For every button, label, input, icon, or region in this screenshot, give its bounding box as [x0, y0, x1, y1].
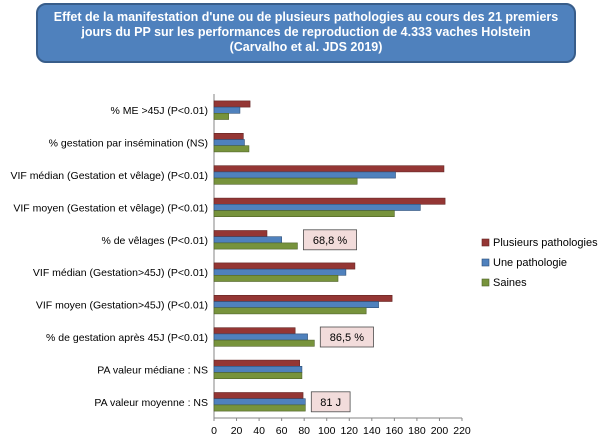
bar-9-0	[213, 392, 304, 399]
bar-7-0	[213, 327, 296, 335]
bar-4-0	[213, 230, 268, 237]
legend: Plusieurs pathologies Une pathologie Saine…	[481, 237, 598, 289]
category-label: PA valeur moyenne : NS	[94, 397, 208, 409]
bar-0-1	[213, 106, 241, 114]
category-label: VIF médian (Gestation et vêlage) (P<0.01…	[10, 170, 208, 182]
annotation-text: 81 J	[320, 397, 341, 409]
bar-0-0	[213, 100, 251, 108]
x-tick-label: 220	[453, 425, 471, 437]
bar-8-0	[213, 359, 300, 367]
bar-4-1	[213, 236, 282, 244]
legend-label: Saines	[493, 277, 527, 289]
x-tick-label: 140	[363, 425, 381, 437]
bar-2-2	[213, 177, 358, 185]
bar-1-2	[213, 145, 250, 153]
chart-title-line-2: jours du PP sur les performances de repr…	[81, 25, 531, 39]
x-tick-label: 20	[231, 425, 243, 437]
bar-0-2	[213, 113, 229, 120]
bar-6-1	[213, 301, 379, 308]
bar-7-1	[213, 333, 308, 341]
bar-5-1	[213, 268, 347, 276]
bar-8-1	[213, 365, 303, 373]
category-label: % de vêlages (P<0.01)	[101, 235, 208, 247]
x-tick-label: 180	[408, 425, 426, 437]
bar-4-2	[213, 242, 298, 250]
category-label: PA valeur médiane : NS	[97, 364, 208, 376]
chart-title-line-1: Effet de la manifestation d'une ou de pl…	[53, 10, 559, 24]
bar-9-2	[213, 404, 306, 412]
x-tick-label: 0	[211, 425, 217, 437]
category-label: VIF moyen (Gestation et vêlage) (P<0.01)	[13, 202, 208, 214]
x-tick-label: 100	[318, 425, 336, 437]
bar-1-0	[213, 133, 244, 140]
bar-3-1	[213, 204, 421, 211]
bar-5-0	[213, 262, 356, 270]
annotation-box	[302, 229, 357, 251]
legend-swatch	[481, 278, 490, 287]
bar-7-2	[213, 339, 315, 347]
bar-6-0	[213, 294, 393, 302]
plot-area: % ME >45J (P<0.01) % gestation par insémi…	[10, 94, 471, 437]
bar-3-2	[213, 210, 395, 217]
category-label: % gestation par insémination (NS)	[49, 138, 208, 150]
bar-6-2	[213, 307, 367, 315]
bar-5-2	[213, 274, 339, 282]
x-tick-label: 160	[386, 425, 404, 437]
bar-9-1	[213, 398, 306, 406]
legend-swatch	[481, 238, 490, 247]
annotation-box	[319, 326, 374, 348]
category-label: VIF médian (Gestation>45J) (P<0.01)	[33, 267, 208, 279]
x-tick-label: 120	[341, 425, 359, 437]
legend-label: Une pathologie	[493, 257, 567, 269]
category-label: % ME >45J (P<0.01)	[111, 105, 208, 117]
bar-2-0	[213, 165, 445, 173]
bar-3-0	[213, 197, 446, 205]
bar-8-2	[213, 372, 303, 379]
x-tick-label: 200	[431, 425, 449, 437]
category-label: VIF moyen (Gestation>45J) (P<0.01)	[36, 300, 208, 312]
category-label: % de gestation après 45J (P<0.01)	[46, 332, 208, 344]
x-tick-label: 40	[253, 425, 265, 437]
annotation-box	[310, 391, 351, 413]
bar-1-1	[213, 139, 245, 146]
x-tick-label: 60	[276, 425, 288, 437]
chart-title-line-3: (Carvalho et al. JDS 2019)	[229, 40, 383, 54]
legend-swatch	[481, 258, 490, 267]
chart-title: Effet de la manifestation d'une ou de pl…	[36, 3, 576, 63]
annotation-text: 86,5 %	[330, 332, 364, 344]
x-tick-label: 80	[298, 425, 310, 437]
bar-2-1	[213, 171, 396, 179]
annotation-text: 68,8 %	[313, 235, 347, 247]
legend-label: Plusieurs pathologies	[493, 237, 598, 249]
